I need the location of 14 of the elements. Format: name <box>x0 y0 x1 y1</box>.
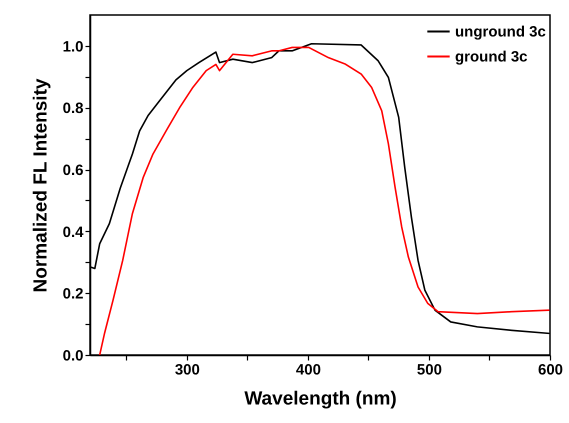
y-tick-label: 0.6 <box>62 162 84 180</box>
x-tick-label: 300 <box>174 362 200 378</box>
y-tick-label: 0.0 <box>62 348 84 364</box>
y-tick-label: 0.8 <box>62 100 84 118</box>
legend-label: unground 3c <box>455 24 546 40</box>
x-tick-label: 600 <box>538 362 564 378</box>
y-axis-title: Normalized FL Intensity <box>30 78 52 292</box>
y-tick-label: 0.4 <box>62 224 84 241</box>
x-axis-title: Wavelength (nm) <box>244 388 397 410</box>
legend-label: ground 3c <box>455 48 528 66</box>
y-tick-label: 0.2 <box>62 286 84 303</box>
y-tick-label: 1.0 <box>62 38 84 56</box>
x-tick-label: 500 <box>416 362 442 378</box>
x-tick-label: 400 <box>296 362 321 378</box>
